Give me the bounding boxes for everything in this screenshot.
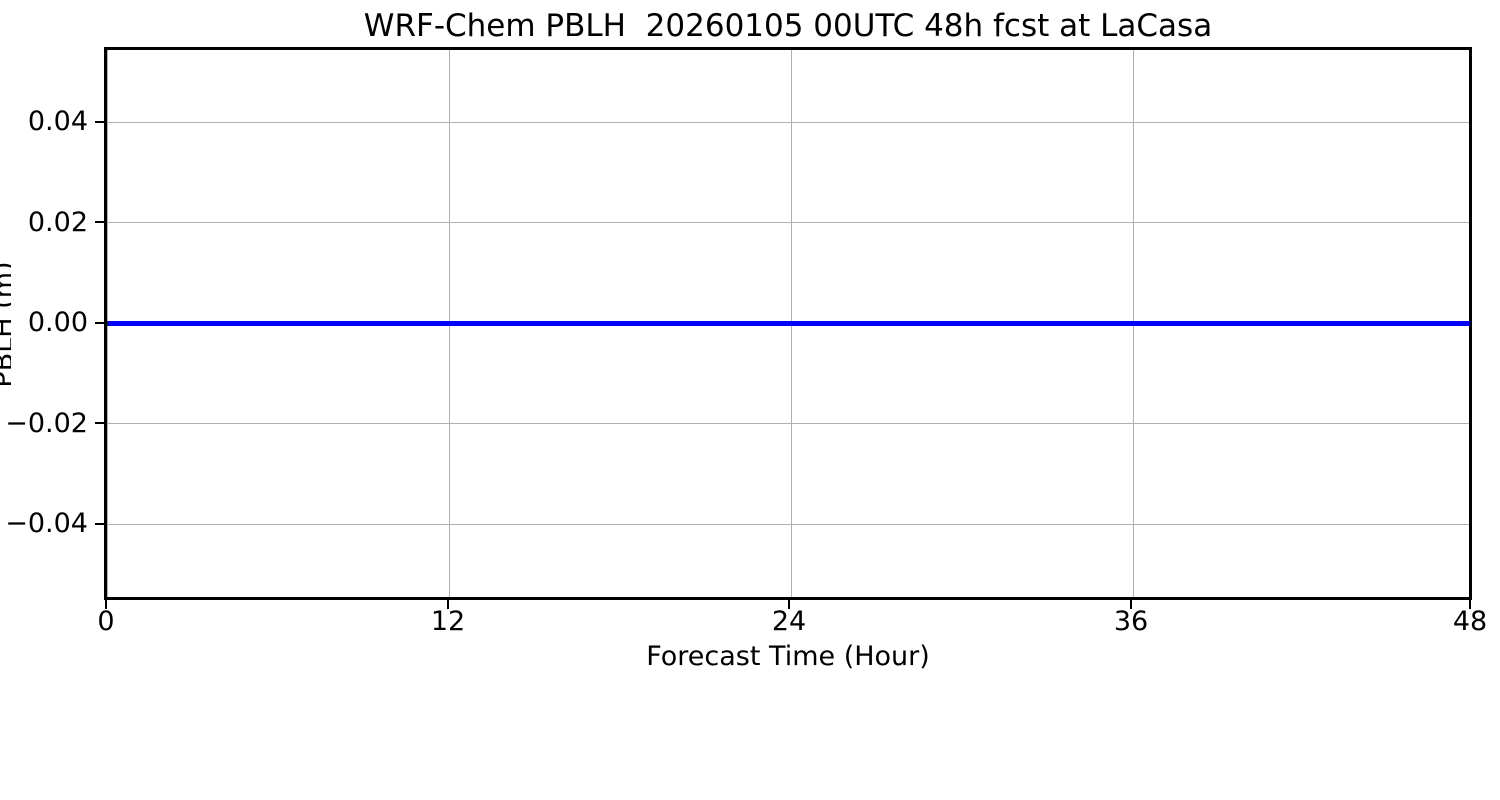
x-tick-mark — [788, 600, 790, 609]
y-tick-mark — [95, 121, 104, 123]
x-tick-label: 36 — [1113, 606, 1149, 637]
y-tick-label: 0.00 — [27, 307, 88, 338]
y-tick-label: 0.02 — [27, 207, 88, 238]
y-tick-mark — [95, 523, 104, 525]
x-tick-mark — [447, 600, 449, 609]
series-layer — [107, 50, 1469, 597]
x-tick-mark — [1130, 600, 1132, 609]
gridline-horizontal — [107, 423, 1469, 424]
x-tick-label: 12 — [430, 606, 466, 637]
plot-area — [104, 47, 1472, 600]
y-tick-label: −0.02 — [5, 408, 88, 439]
y-tick-mark — [95, 322, 104, 324]
gridline-horizontal — [107, 122, 1469, 123]
x-tick-label: 0 — [97, 606, 115, 637]
gridline-horizontal — [107, 222, 1469, 223]
chart-title: WRF-Chem PBLH 20260105 00UTC 48h fcst at… — [363, 8, 1213, 44]
gridline-horizontal — [107, 524, 1469, 525]
x-axis-label: Forecast Time (Hour) — [646, 641, 930, 672]
x-tick-mark — [1469, 600, 1471, 609]
y-tick-mark — [95, 221, 104, 223]
y-tick-mark — [95, 422, 104, 424]
x-tick-label: 48 — [1452, 606, 1488, 637]
x-tick-mark — [105, 600, 107, 609]
data-line-pblh — [107, 321, 1469, 326]
y-tick-label: −0.04 — [5, 508, 88, 539]
y-tick-label: 0.04 — [27, 106, 88, 137]
x-tick-label: 24 — [771, 606, 807, 637]
